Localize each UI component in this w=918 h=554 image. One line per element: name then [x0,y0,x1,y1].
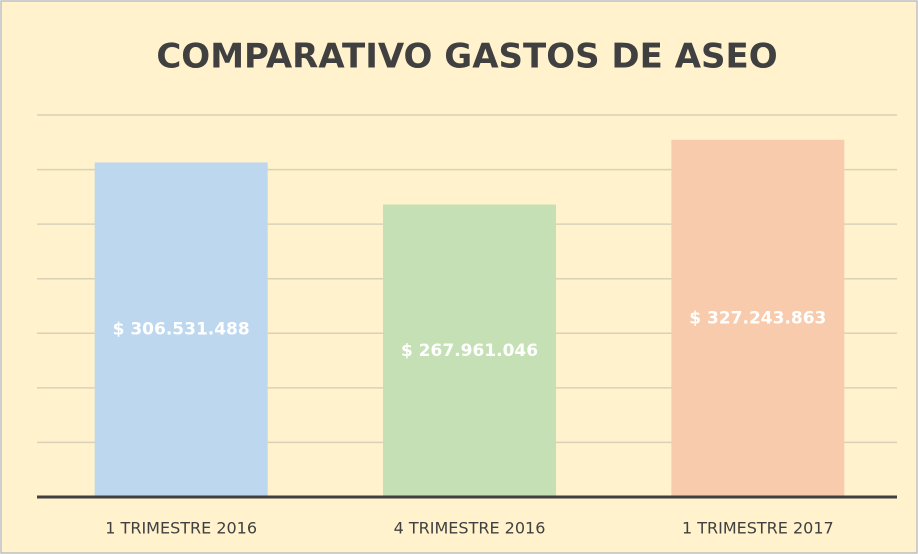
x-tick-label: 1 TRIMESTRE 2016 [105,519,257,538]
data-label: $ 327.243.863 [689,308,826,328]
bar [94,162,268,497]
chart-title: COMPARATIVO GASTOS DE ASEO [156,37,777,77]
data-label: $ 306.531.488 [113,320,250,340]
bar [383,204,556,497]
x-tick-label: 4 TRIMESTRE 2016 [394,519,546,538]
data-label: $ 267.961.046 [401,341,538,361]
x-tick-label: 1 TRIMESTRE 2017 [682,519,834,538]
bar [671,139,845,497]
